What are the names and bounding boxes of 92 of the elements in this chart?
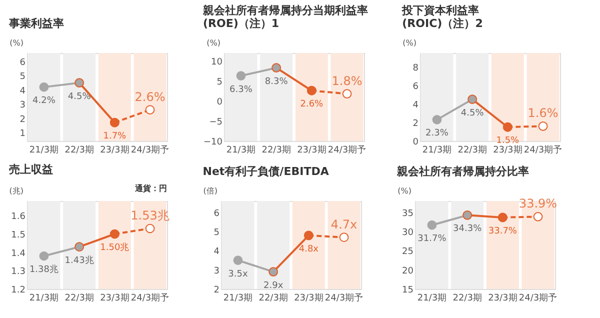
x-tick-label: 23/3期 xyxy=(493,144,522,156)
chart-title: 親会社所有者帰属持分比率 xyxy=(396,165,530,178)
y-tick-label: 30 xyxy=(402,228,414,238)
x-tick-label: 21/3期 xyxy=(29,292,59,304)
data-label: 1.53兆 xyxy=(130,208,170,222)
data-label: 3.5x xyxy=(228,269,248,280)
x-tick-label: 23/3期 xyxy=(100,144,130,156)
y-axis-title: (%) xyxy=(206,38,220,48)
data-label: 8.3% xyxy=(264,76,288,87)
y-tick-label: 2 xyxy=(412,118,418,129)
y-tick-label: 20 xyxy=(402,266,414,276)
x-tick-label: 21/3期 xyxy=(226,144,256,156)
y-tick-label: 35 xyxy=(402,208,414,219)
y-tick-label: 5 xyxy=(214,228,220,238)
x-tick-label: 22/3期 xyxy=(64,144,94,156)
y-tick-label: 1.4 xyxy=(11,248,26,259)
data-label: 1.7% xyxy=(103,132,127,142)
y-tick-label: −10 xyxy=(204,138,223,148)
data-label: 4.2% xyxy=(32,96,56,106)
y-tick-label: 4 xyxy=(214,247,220,258)
x-tick-label: 23/3期 xyxy=(297,144,326,156)
y-tick-label: 6 xyxy=(214,208,220,219)
y-tick-label: 2 xyxy=(20,114,26,125)
chart-title: 事業利益率 xyxy=(8,17,64,30)
x-tick-label: 23/3期 xyxy=(294,292,324,304)
y-tick-label: 0 xyxy=(412,138,419,148)
data-label: 4.5% xyxy=(68,92,92,102)
x-tick-label: 24/3期予 xyxy=(518,292,558,304)
x-tick-label: 24/3期予 xyxy=(324,292,364,304)
data-label: 4.8x xyxy=(298,244,320,254)
y-tick-label: 6 xyxy=(20,58,26,68)
x-tick-label: 22/3期 xyxy=(452,292,482,304)
data-label: 33.7% xyxy=(488,226,518,236)
x-tick-label: 24/3期予 xyxy=(524,144,562,156)
text: 通貨：円 xyxy=(134,184,167,193)
y-tick-label: 1.5 xyxy=(11,230,26,240)
data-label: 1.38兆 xyxy=(29,264,58,275)
data-label: 1.8% xyxy=(332,74,362,88)
data-label: 4.5% xyxy=(460,108,484,118)
y-axis-title: (兆) xyxy=(9,186,24,196)
y-tick-label: 5 xyxy=(216,78,222,88)
x-tick-label: 21/3期 xyxy=(422,144,452,156)
chart-title: Net有利子負債/EBITDA xyxy=(202,165,330,178)
x-tick-label: 21/3期 xyxy=(417,292,447,304)
y-axis-title: (倍) xyxy=(203,186,218,196)
y-tick-label: 10 xyxy=(211,58,223,68)
x-tick-label: 24/3期予 xyxy=(328,144,366,156)
data-label: 1.5% xyxy=(496,136,520,146)
x-tick-label: 21/3期 xyxy=(29,144,59,156)
y-tick-label: 15 xyxy=(402,286,414,296)
x-tick-label: 23/3期 xyxy=(488,292,518,304)
y-tick-label: 3 xyxy=(214,266,220,276)
y-tick-label: 1.3 xyxy=(11,267,26,278)
y-axis-title: (%) xyxy=(398,186,412,196)
y-tick-label: 0 xyxy=(216,98,223,108)
data-label: 2.6% xyxy=(300,100,324,110)
y-tick-label: 5 xyxy=(20,72,26,82)
y-tick-label: 4 xyxy=(412,100,419,110)
x-tick-label: 23/3期 xyxy=(100,292,130,304)
y-axis-title: (%) xyxy=(402,38,416,48)
data-label: 2.6% xyxy=(134,90,166,104)
x-tick-label: 24/3期予 xyxy=(130,144,170,156)
y-axis-title: (%) xyxy=(10,38,24,48)
data-label: 1.6% xyxy=(528,106,558,120)
x-tick-label: 22/3期 xyxy=(258,292,288,304)
y-tick-label: 3 xyxy=(20,100,26,111)
data-label: 31.7% xyxy=(418,234,447,244)
y-tick-label: 6 xyxy=(412,82,419,92)
data-label: 6.3% xyxy=(230,84,253,95)
y-tick-label: 1.6 xyxy=(11,212,26,222)
x-tick-label: 24/3期予 xyxy=(130,292,170,304)
chart-title: 投下資本利益率 (ROIC)（注）2 xyxy=(401,4,483,30)
y-tick-label: 8 xyxy=(412,63,419,74)
data-label: 1.50兆 xyxy=(100,242,130,253)
y-tick-label: 4 xyxy=(20,86,26,96)
data-label: 2.3% xyxy=(426,128,449,139)
data-label: 2.9x xyxy=(264,280,284,291)
data-label: 34.3% xyxy=(453,224,482,234)
y-tick-label: 1 xyxy=(20,128,26,139)
y-tick-label: 1.2 xyxy=(11,286,26,296)
y-tick-label: 25 xyxy=(402,247,414,258)
y-tick-label: −5 xyxy=(209,118,222,128)
x-tick-label: 22/3期 xyxy=(458,144,487,156)
x-tick-label: 22/3期 xyxy=(64,292,94,304)
y-tick-label: 2 xyxy=(214,286,220,296)
data-label: 33.9% xyxy=(518,196,558,211)
x-tick-label: 22/3期 xyxy=(262,144,291,156)
x-tick-label: 21/3期 xyxy=(223,292,253,304)
chart-title: 売上収益 xyxy=(8,163,53,176)
chart-title: 親会社所有者帰属持分当期利益率 (ROE)（注）1 xyxy=(202,4,368,30)
data-label: 1.43兆 xyxy=(64,254,94,266)
data-label: 4.7x xyxy=(330,217,358,232)
